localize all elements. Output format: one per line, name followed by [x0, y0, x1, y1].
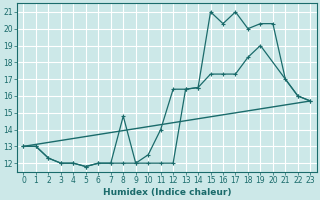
X-axis label: Humidex (Indice chaleur): Humidex (Indice chaleur)	[103, 188, 231, 197]
